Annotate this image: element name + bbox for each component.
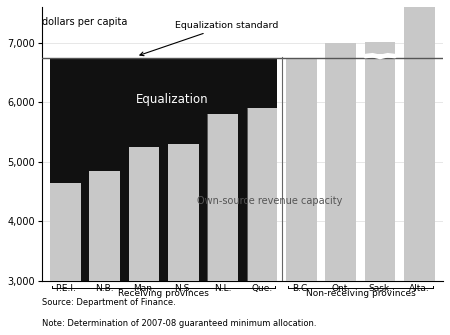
Text: Note: Determination of 2007-08 guaranteed minimum allocation.: Note: Determination of 2007-08 guarantee… [42, 319, 316, 328]
Text: Source: Department of Finance.: Source: Department of Finance. [42, 297, 176, 307]
Bar [50, 183, 81, 281]
Text: Equalization standard: Equalization standard [140, 21, 279, 56]
Bar [404, 7, 435, 281]
Bar [365, 58, 396, 281]
Text: Own-source revenue capacity: Own-source revenue capacity [197, 196, 342, 206]
Text: Non-receiving provinces: Non-receiving provinces [306, 289, 415, 298]
Bar [89, 171, 120, 281]
Bar [286, 59, 317, 281]
Text: dollars per capita: dollars per capita [42, 17, 127, 27]
Text: Equalization: Equalization [136, 93, 209, 106]
Bar [365, 42, 396, 54]
Bar [50, 58, 277, 281]
Bar [325, 43, 356, 281]
Text: Receiving provinces: Receiving provinces [118, 289, 209, 298]
Bar [168, 144, 198, 281]
Bar [129, 147, 159, 281]
Bar [207, 114, 238, 281]
Bar [247, 108, 277, 281]
